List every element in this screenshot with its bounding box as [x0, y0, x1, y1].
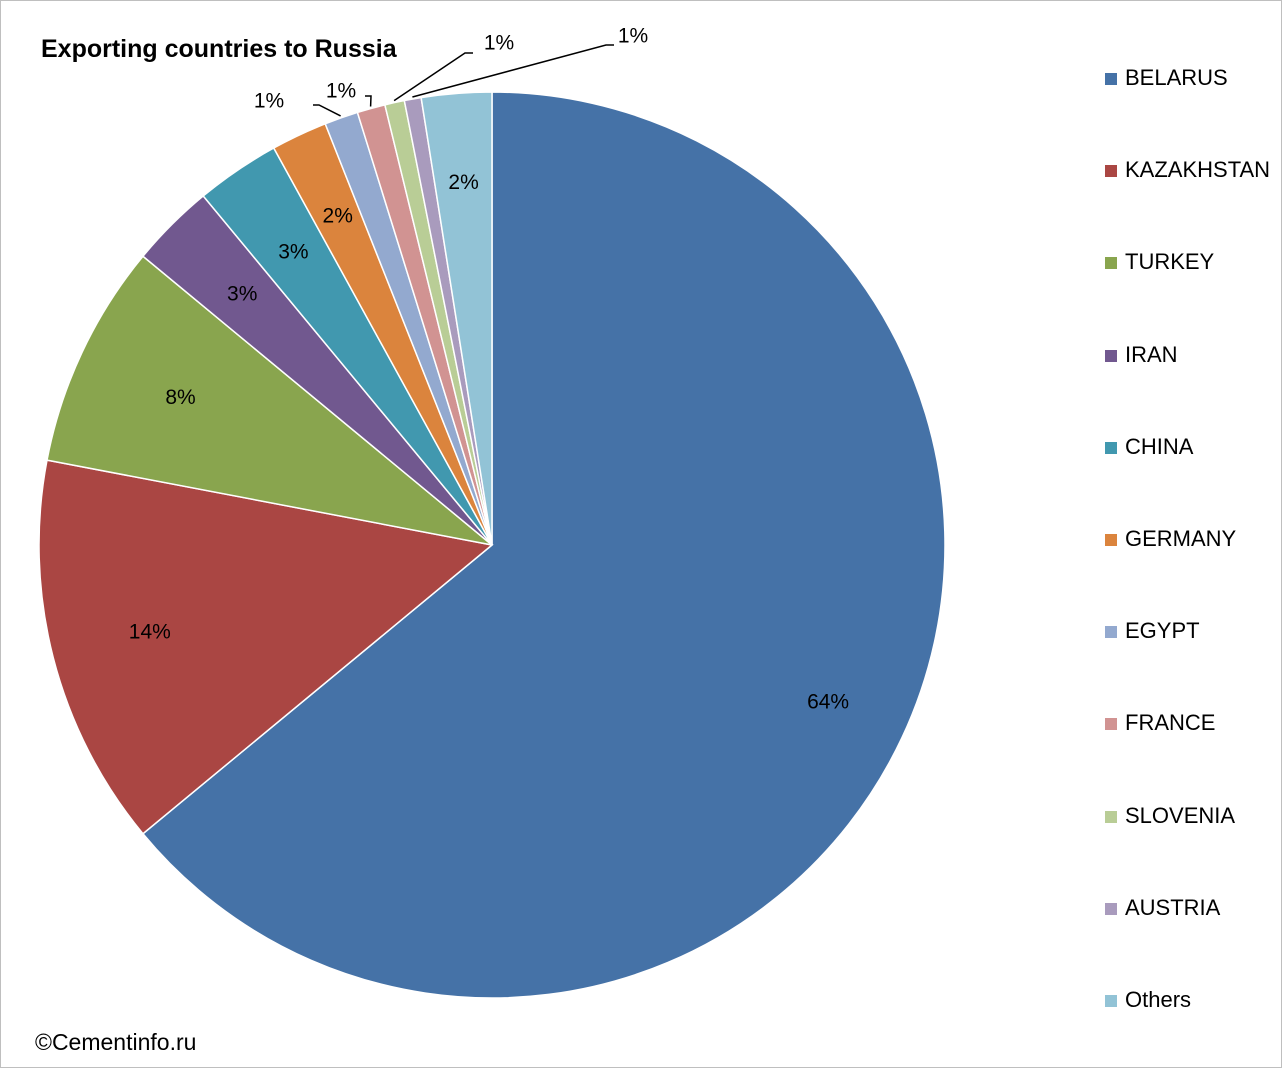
slice-label-germany: 2% — [323, 205, 353, 228]
slice-label-austria: 1% — [618, 25, 648, 48]
pie-slice-others — [420, 91, 493, 546]
legend-label: SLOVENIA — [1125, 802, 1236, 828]
legend-label: GERMANY — [1125, 526, 1237, 551]
pie-slice-kazakhstan — [38, 459, 494, 835]
legend-swatch — [1105, 718, 1117, 731]
chart-title: Exporting countries to Russia — [41, 35, 397, 63]
slice-label-kazakhstan: 14% — [129, 620, 171, 643]
legend-swatch — [1105, 626, 1117, 639]
legend-label: FRANCE — [1125, 710, 1216, 736]
leader-line-egypt — [313, 104, 341, 117]
legend-swatch — [1105, 810, 1117, 823]
slice-label-belarus: 64% — [807, 691, 849, 714]
legend-label: AUSTRIA — [1125, 894, 1221, 920]
legend-label: EGYPT — [1125, 618, 1200, 644]
legend-label: Others — [1125, 987, 1192, 1012]
legend-swatch — [1105, 165, 1117, 178]
legend-swatch — [1105, 902, 1117, 915]
legend-label: IRAN — [1125, 341, 1178, 367]
slice-label-france: 1% — [326, 80, 356, 103]
legend-label: TURKEY — [1125, 249, 1215, 275]
legend-swatch — [1105, 257, 1117, 270]
slice-label-egypt: 1% — [254, 90, 284, 113]
slice-label-slovenia: 1% — [484, 32, 514, 55]
legend-swatch — [1105, 995, 1117, 1007]
slice-label-turkey: 8% — [165, 386, 195, 409]
copyright-text: ©Cementinfo.ru — [35, 1029, 197, 1055]
legend-swatch — [1105, 441, 1117, 454]
leader-line-slovenia — [393, 52, 473, 102]
leader-line-austria — [412, 44, 614, 98]
legend-label: KAZAKHSTAN — [1125, 157, 1271, 183]
slice-label-china: 3% — [278, 240, 308, 263]
slice-label-others: 2% — [448, 171, 478, 194]
legend-swatch — [1105, 73, 1117, 85]
legend-swatch — [1105, 534, 1117, 546]
legend-swatch — [1105, 349, 1117, 362]
legend-label: CHINA — [1125, 433, 1194, 459]
leader-line-france — [365, 95, 372, 107]
slice-label-iran: 3% — [227, 283, 257, 306]
legend-label: BELARUS — [1125, 65, 1228, 90]
pie-slice-turkey — [46, 255, 493, 546]
pie-slice-belarus — [141, 91, 946, 999]
